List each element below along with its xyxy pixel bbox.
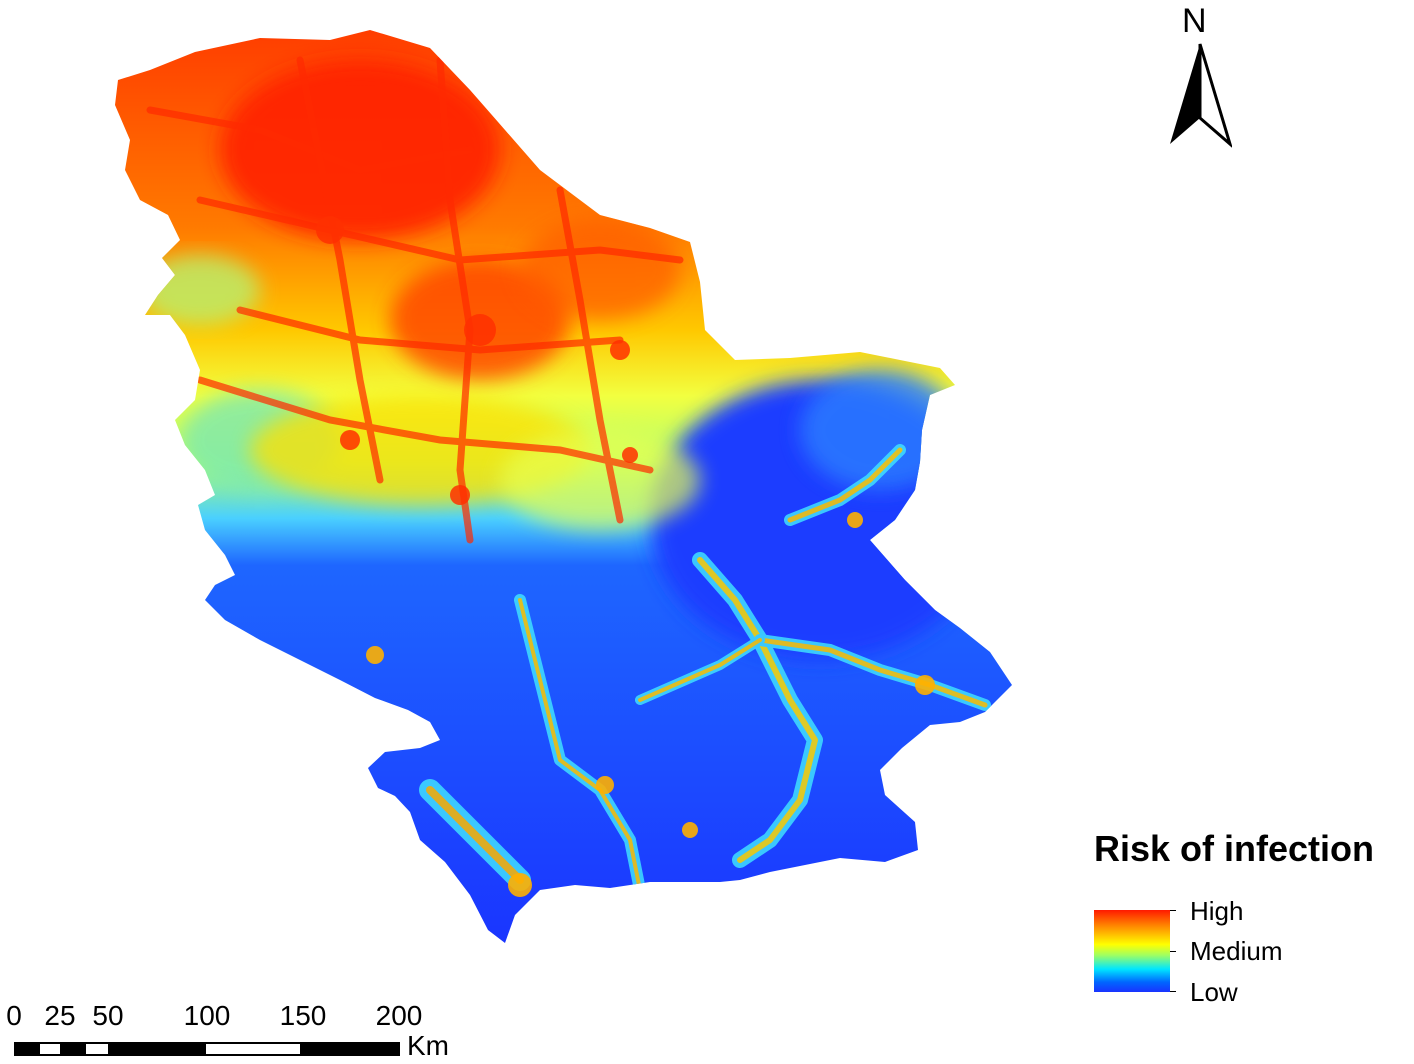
legend-tick-medium <box>1170 951 1176 952</box>
scale-segment <box>60 1042 86 1056</box>
scale-bar-graphic <box>14 1042 400 1056</box>
country-raster <box>115 30 1012 943</box>
legend-color-ramp <box>1094 910 1170 992</box>
scale-tick-label: 25 <box>44 1000 76 1031</box>
legend-title: Risk of infection <box>1094 828 1375 869</box>
legend-label-high: High <box>1190 896 1244 926</box>
scale-segment <box>108 1042 206 1056</box>
legend-label-medium: Medium <box>1190 936 1283 966</box>
scale-tick-label: 150 <box>279 1000 327 1031</box>
scale-segment <box>300 1042 400 1056</box>
scale-tick-label: 100 <box>183 1000 231 1031</box>
scale-segment <box>204 1042 302 1056</box>
north-arrow-icon <box>1170 43 1232 148</box>
north-label: N <box>1182 2 1207 40</box>
scale-segment <box>38 1042 62 1056</box>
scale-tick-label: 50 <box>92 1000 124 1031</box>
scale-tick-label: 200 <box>375 1000 423 1031</box>
scale-segment <box>14 1042 38 1056</box>
scale-tick-label: 0 <box>6 1000 22 1031</box>
legend-tick-high <box>1170 910 1176 911</box>
legend-tick-low <box>1170 991 1176 992</box>
scale-unit: Km <box>407 1030 449 1061</box>
legend-label-low: Low <box>1190 977 1238 1007</box>
scale-segment <box>84 1042 110 1056</box>
